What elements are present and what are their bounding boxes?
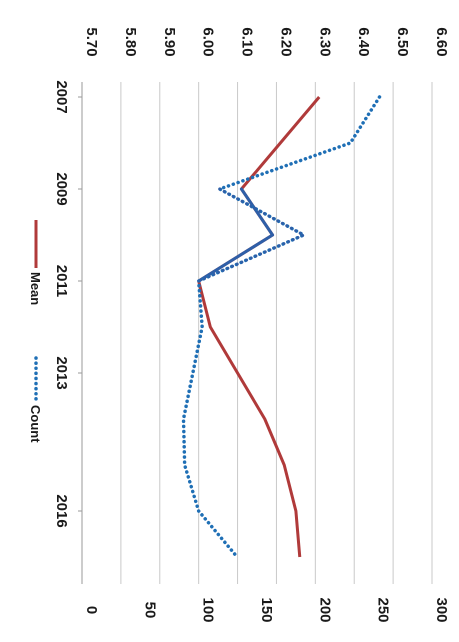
x-axis-tick-label: 2011	[53, 265, 70, 298]
x-axis-tick-label: 2009	[53, 172, 70, 205]
right-axis-tick-label: 250	[375, 597, 392, 622]
left-axis-tick-label: 6.60	[433, 27, 450, 56]
x-axis-tick-label: 2016	[53, 494, 70, 527]
right-axis-tick-label: 50	[141, 602, 158, 619]
legend-label-mean: Mean	[28, 272, 43, 305]
left-axis-tick-label: 5.90	[161, 27, 178, 56]
highlight-segment-count	[197, 187, 306, 283]
right-axis-tick-label: 0	[83, 606, 100, 614]
left-axis-tick-label: 6.30	[316, 27, 333, 56]
legend-label-count: Count	[28, 405, 43, 443]
left-axis-tick-label: 6.40	[355, 27, 372, 56]
left-axis-tick-label: 5.80	[122, 27, 139, 56]
right-axis-tick-label: 100	[200, 597, 217, 622]
left-axis-tick-label: 6.50	[394, 27, 411, 56]
x-axis-tick-label: 2007	[53, 80, 70, 113]
right-axis-tick-label: 150	[258, 597, 275, 622]
left-axis-tick-label: 6.20	[277, 27, 294, 56]
series-lines	[181, 95, 382, 559]
x-axis-tick-label: 2013	[53, 356, 70, 389]
left-axis-tick-label: 6.00	[200, 27, 217, 56]
series-line-mean	[197, 96, 321, 558]
series-line-count	[181, 95, 382, 559]
right-axis-tick-label: 200	[316, 597, 333, 622]
legend: Mean Count	[28, 220, 43, 443]
x-axis-ticks: 2007 2009 2011 2013 2016	[53, 80, 82, 528]
left-axis-tick-label: 6.10	[239, 27, 256, 56]
left-axis-ticks: 5.70 5.80 5.90 6.00 6.10 6.20 6.30 6.40 6.50 6.60	[83, 27, 450, 56]
right-axis-tick-label: 300	[433, 597, 450, 622]
right-axis-ticks: 0 50 100 150 200 250 300	[83, 597, 450, 622]
left-axis-tick-label: 5.70	[83, 27, 100, 56]
highlight-segment-mean	[197, 187, 275, 283]
gridlines	[81, 82, 433, 584]
